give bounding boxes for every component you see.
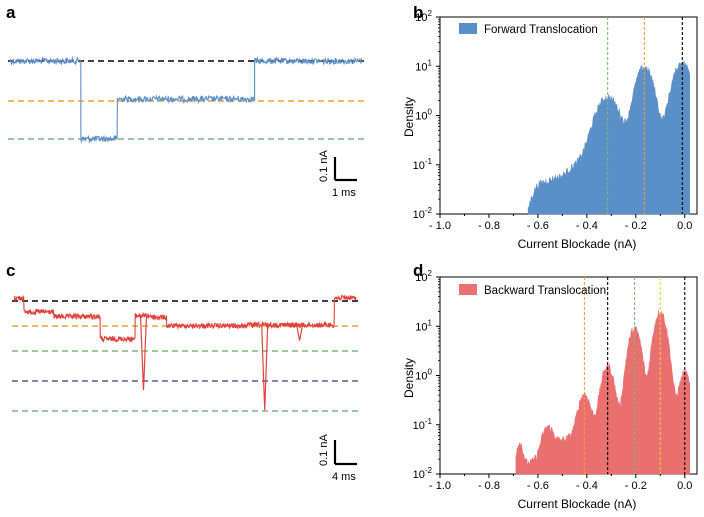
legend-label-b: Forward Translocation bbox=[484, 24, 598, 36]
y-tick-exponent: 0 bbox=[428, 108, 433, 117]
y-tick-base: 10 bbox=[413, 469, 425, 481]
scale-bar-a-current-label: 0.1 nA bbox=[318, 150, 330, 182]
x-tick-label: - 1.0 bbox=[429, 220, 451, 232]
y-tick-base: 10 bbox=[415, 371, 427, 383]
y-tick-label: 101 bbox=[415, 318, 432, 333]
y-tick-base: 10 bbox=[415, 12, 427, 24]
x-tick-label: - 0.6 bbox=[527, 220, 549, 232]
density-area bbox=[515, 309, 690, 475]
y-tick-base: 10 bbox=[415, 61, 427, 73]
x-tick-label: - 0.6 bbox=[527, 480, 549, 492]
y-tick-label: 10-1 bbox=[413, 157, 433, 172]
scale-bar-c: 0.1 nA 4 ms bbox=[318, 434, 357, 483]
histogram-d-chart: - 1.0- 0.8- 0.6- 0.4- 0.2 0.010-210-11001… bbox=[413, 269, 698, 492]
y-tick-label: 100 bbox=[415, 108, 432, 123]
y-tick-base: 10 bbox=[413, 160, 425, 172]
x-tick-label: 0.0 bbox=[677, 220, 692, 232]
y-tick-label: 102 bbox=[415, 269, 432, 284]
trace-c-chart bbox=[12, 293, 358, 412]
y-tick-exponent: -2 bbox=[425, 206, 433, 215]
y-tick-label: 101 bbox=[415, 58, 432, 73]
y-tick-base: 10 bbox=[415, 321, 427, 333]
y-tick-label: 10-1 bbox=[413, 417, 433, 432]
panel-d: d - 1.0- 0.8- 0.6- 0.4- 0.2 0.010-210-110… bbox=[402, 261, 698, 511]
y-tick-base: 10 bbox=[413, 209, 425, 221]
trace-a-chart bbox=[8, 55, 364, 144]
x-tick-label: - 0.2 bbox=[625, 220, 647, 232]
x-tick-label: - 0.4 bbox=[576, 480, 598, 492]
x-tick-label: - 0.8 bbox=[478, 480, 500, 492]
y-axis-title-d: Density bbox=[402, 358, 416, 398]
panel-label-d: d bbox=[413, 261, 423, 280]
y-tick-label: 10-2 bbox=[413, 466, 433, 481]
legend-label-d: Backward Translocation bbox=[484, 285, 606, 297]
legend-d: Backward Translocation bbox=[459, 284, 606, 297]
legend-swatch-d bbox=[459, 284, 477, 295]
x-axis-title-b: Current Blockade (nA) bbox=[518, 237, 637, 251]
panel-label-a: a bbox=[6, 3, 16, 22]
x-tick-label: 0.0 bbox=[677, 480, 692, 492]
current-spike-1 bbox=[139, 315, 148, 391]
y-tick-label: 100 bbox=[415, 368, 432, 383]
panel-label-b: b bbox=[413, 3, 423, 22]
x-tick-label: - 0.8 bbox=[478, 220, 500, 232]
scale-bar-c-time-label: 4 ms bbox=[332, 471, 356, 483]
y-tick-exponent: 2 bbox=[428, 269, 433, 278]
scale-bar-a-time-label: 1 ms bbox=[332, 187, 356, 199]
legend-swatch-b bbox=[459, 23, 477, 34]
y-tick-exponent: 1 bbox=[428, 318, 433, 327]
x-axis-title-d: Current Blockade (nA) bbox=[518, 497, 637, 511]
y-tick-exponent: 0 bbox=[428, 368, 433, 377]
y-tick-base: 10 bbox=[415, 111, 427, 123]
y-axis-title-b: Density bbox=[402, 97, 416, 137]
y-tick-exponent: -1 bbox=[425, 417, 433, 426]
current-spike-2 bbox=[261, 325, 269, 411]
y-tick-label: 10-2 bbox=[413, 206, 433, 221]
current-trace bbox=[9, 55, 363, 144]
current-trace bbox=[13, 293, 357, 344]
legend-b: Forward Translocation bbox=[459, 23, 598, 36]
scale-bar-c-current-label: 0.1 nA bbox=[318, 434, 330, 466]
y-tick-exponent: 2 bbox=[428, 9, 433, 18]
y-tick-base: 10 bbox=[415, 272, 427, 284]
density-area bbox=[527, 60, 690, 215]
panel-label-c: c bbox=[6, 261, 15, 280]
scale-bar-a: 0.1 nA 1 ms bbox=[318, 150, 357, 199]
y-tick-exponent: -1 bbox=[425, 157, 433, 166]
y-tick-base: 10 bbox=[413, 420, 425, 432]
x-tick-label: - 0.4 bbox=[576, 220, 598, 232]
current-spike-3 bbox=[296, 324, 304, 341]
panel-b: b - 1.0- 0.8- 0.6- 0.4- 0.2 0.010-210-110… bbox=[402, 3, 698, 251]
y-tick-label: 102 bbox=[415, 9, 432, 24]
x-tick-label: - 1.0 bbox=[429, 480, 451, 492]
y-tick-exponent: -2 bbox=[425, 466, 433, 475]
panel-c: c 0.1 nA 4 ms bbox=[6, 261, 358, 483]
histogram-b-chart: - 1.0- 0.8- 0.6- 0.4- 0.2 0.010-210-11001… bbox=[413, 9, 698, 232]
panel-a: a 0.1 nA 1 ms bbox=[6, 3, 364, 199]
x-tick-label: - 0.2 bbox=[625, 480, 647, 492]
y-tick-exponent: 1 bbox=[428, 58, 433, 67]
